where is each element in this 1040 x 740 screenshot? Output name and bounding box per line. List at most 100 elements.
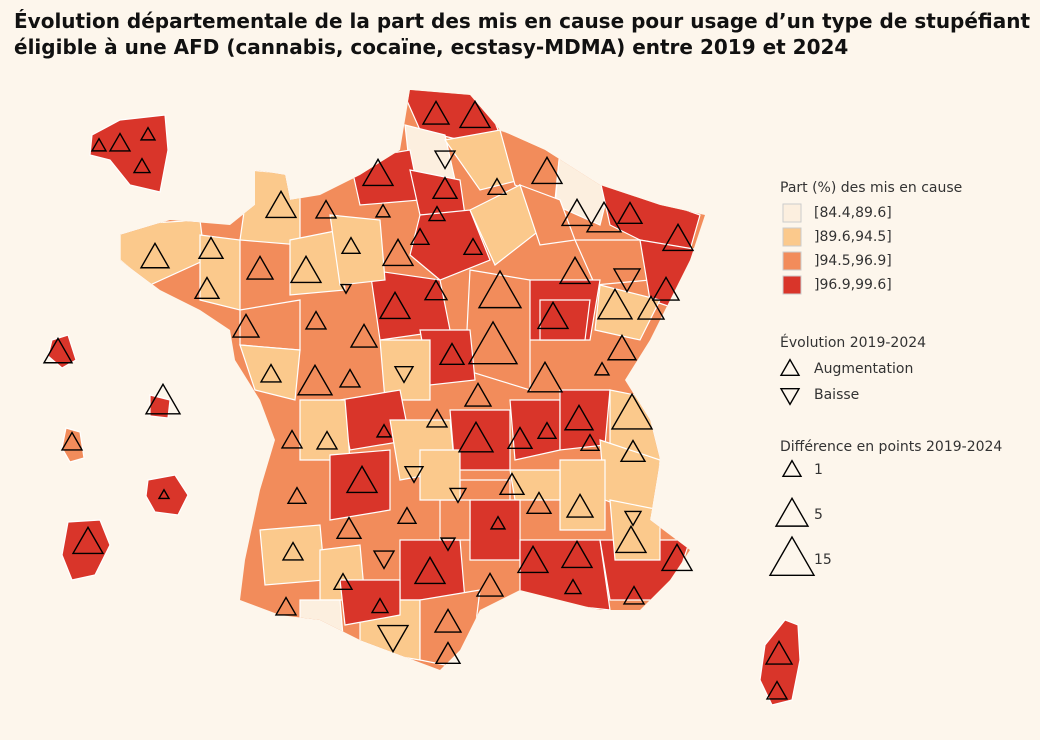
legend-label: ]94.5,96.9] — [814, 253, 892, 269]
evolution-marker — [338, 368, 362, 388]
department — [594, 284, 661, 341]
france — [120, 90, 705, 670]
department — [239, 344, 301, 401]
evolution-marker — [623, 510, 643, 527]
evolution-marker — [42, 336, 74, 364]
evolution-marker — [281, 541, 305, 561]
evolution-marker — [381, 237, 415, 267]
legend: Part (%) des mis en cause Évolution 2019… — [768, 180, 1002, 577]
legend-label: ]96.9,99.6] — [814, 277, 892, 293]
evolution-marker — [245, 255, 275, 280]
evolution-marker — [370, 597, 390, 614]
department — [409, 209, 491, 281]
evolution-marker — [661, 222, 695, 252]
evolution-marker — [462, 237, 484, 255]
legend-label: 5 — [814, 507, 823, 523]
department — [559, 459, 606, 531]
legend-swatch — [782, 275, 802, 295]
evolution-marker — [108, 132, 132, 152]
evolution-marker — [434, 641, 462, 665]
department — [419, 449, 461, 501]
evolution-marker — [197, 236, 225, 260]
title-line: éligible à une AFD (cannabis, cocaïne, e… — [14, 35, 849, 59]
department — [439, 499, 471, 541]
saint-martin — [149, 394, 171, 419]
evolution-marker — [536, 421, 558, 439]
evolution-marker — [477, 269, 523, 309]
evolution-marker — [489, 515, 507, 530]
evolution-marker — [132, 157, 152, 174]
evolution-marker — [622, 585, 646, 605]
evolution-marker — [413, 555, 447, 585]
evolution-marker — [764, 640, 794, 665]
department — [299, 399, 351, 461]
department — [259, 524, 326, 586]
overseas — [47, 114, 801, 706]
evolution-marker — [765, 680, 789, 700]
evolution-marker — [536, 300, 570, 330]
evolution-marker — [259, 363, 283, 383]
evolution-marker — [563, 403, 595, 431]
evolution-marker — [530, 155, 564, 185]
legend-title: Part (%) des mis en cause — [780, 180, 962, 196]
evolution-marker — [448, 487, 468, 504]
evolution-marker — [433, 608, 463, 633]
legend-swatch — [782, 203, 802, 223]
evolution-marker — [616, 201, 644, 225]
evolution-marker — [332, 572, 354, 590]
evolution-marker — [431, 176, 459, 200]
evolution-marker — [409, 227, 431, 245]
department — [379, 339, 431, 401]
evolution-marker — [565, 493, 595, 518]
legend-symbol — [779, 358, 801, 376]
evolution-marker — [231, 313, 261, 338]
legend-swatch — [782, 227, 802, 247]
evolution-marker — [139, 126, 157, 141]
evolution-marker — [376, 624, 410, 654]
evolution-marker — [463, 382, 493, 407]
evolution-marker — [614, 524, 648, 554]
evolution-marker — [289, 254, 323, 284]
mayotte — [61, 427, 85, 463]
evolution-marker — [579, 433, 601, 451]
legend-label: 15 — [814, 552, 832, 568]
legend-swatch — [782, 251, 802, 271]
legend-title: Évolution 2019-2024 — [780, 334, 926, 351]
legend-symbol — [781, 459, 803, 477]
evolution-marker — [525, 491, 553, 515]
evolution-marker — [467, 320, 519, 365]
evolution-marker — [280, 429, 304, 449]
department — [609, 499, 661, 561]
evolution-marker — [612, 268, 642, 293]
title-line: Évolution départementale de la part des … — [14, 9, 1031, 33]
evolution-marker — [458, 99, 492, 129]
evolution-marker — [606, 333, 638, 361]
evolution-marker — [372, 550, 396, 570]
legend-symbol — [774, 496, 810, 527]
evolution-marker — [596, 287, 634, 320]
evolution-marker — [516, 544, 550, 574]
evolution-marker — [433, 150, 457, 170]
evolution-marker — [438, 342, 466, 366]
evolution-marker — [423, 279, 449, 301]
evolution-marker — [339, 283, 353, 295]
evolution-marker — [593, 361, 611, 376]
title: Évolution départementale de la part des … — [14, 8, 1030, 60]
legend-label: ]89.6,94.5] — [814, 229, 892, 245]
department — [399, 539, 466, 601]
evolution-marker — [90, 137, 108, 152]
evolution-marker — [144, 382, 182, 415]
evolution-marker — [345, 464, 379, 494]
department — [469, 499, 521, 561]
evolution-marker — [610, 392, 654, 430]
evolution-marker — [314, 199, 338, 219]
evolution-marker — [526, 360, 564, 393]
evolution-marker — [139, 241, 171, 269]
evolution-marker — [558, 255, 592, 285]
legend-title: Différence en points 2019-2024 — [780, 439, 1002, 455]
department — [509, 469, 561, 501]
evolution-marker — [560, 197, 594, 227]
department — [519, 539, 611, 611]
evolution-marker — [304, 310, 328, 330]
